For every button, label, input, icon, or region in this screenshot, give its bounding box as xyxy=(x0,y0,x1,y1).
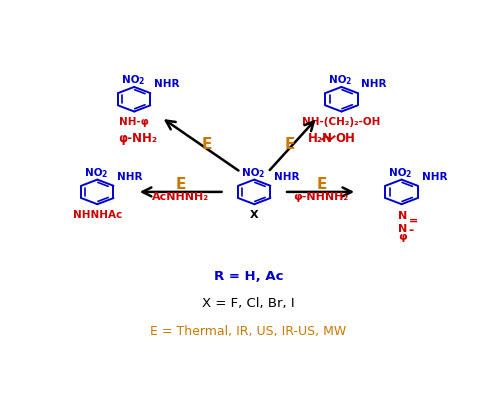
Text: NH-φ: NH-φ xyxy=(120,117,149,127)
Text: NO: NO xyxy=(242,168,259,178)
Text: NHR: NHR xyxy=(274,172,300,182)
Text: 2: 2 xyxy=(258,170,264,179)
Text: R = H, Ac: R = H, Ac xyxy=(214,270,283,283)
Text: E: E xyxy=(176,177,186,193)
Text: NO: NO xyxy=(85,168,102,178)
Text: 2: 2 xyxy=(102,170,107,179)
Text: E: E xyxy=(316,177,326,193)
Text: NHR: NHR xyxy=(422,172,447,182)
Text: E: E xyxy=(284,137,295,152)
Text: =: = xyxy=(408,215,418,226)
Text: N: N xyxy=(398,211,407,221)
Text: φ: φ xyxy=(398,233,407,242)
Text: NO: NO xyxy=(122,75,139,85)
Text: E = Thermal, IR, US, IR-US, MW: E = Thermal, IR, US, IR-US, MW xyxy=(150,325,346,338)
Text: NHR: NHR xyxy=(154,79,180,89)
Text: NHNHAc: NHNHAc xyxy=(73,210,122,220)
Text: NHR: NHR xyxy=(362,79,387,89)
Text: 2: 2 xyxy=(138,77,143,86)
Text: NHR: NHR xyxy=(118,172,143,182)
Text: AcNHNH₂: AcNHNH₂ xyxy=(152,192,209,202)
Text: X: X xyxy=(250,210,258,220)
Text: 2: 2 xyxy=(346,77,351,86)
Text: E: E xyxy=(202,137,212,152)
Text: -: - xyxy=(408,224,414,237)
Text: OH: OH xyxy=(336,132,355,145)
Text: NO: NO xyxy=(329,75,346,85)
Text: NH-(CH₂)₂-OH: NH-(CH₂)₂-OH xyxy=(302,117,380,127)
Text: 2: 2 xyxy=(406,170,411,179)
Text: H₂N: H₂N xyxy=(308,132,333,145)
Text: X = F, Cl, Br, I: X = F, Cl, Br, I xyxy=(202,297,295,310)
Text: φ-NH₂: φ-NH₂ xyxy=(118,132,158,145)
Text: φ-NHNH₂: φ-NHNH₂ xyxy=(294,192,349,202)
Text: N: N xyxy=(398,224,407,234)
Text: NO: NO xyxy=(389,168,406,178)
